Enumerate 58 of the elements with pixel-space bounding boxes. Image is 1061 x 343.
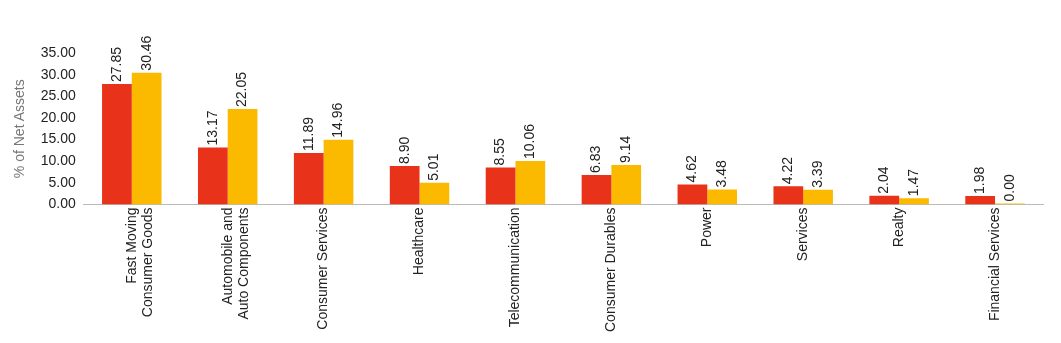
x-tick-label: Services bbox=[794, 207, 811, 262]
y-tick-label: 0.00 bbox=[48, 195, 77, 212]
bar bbox=[131, 72, 162, 205]
bar bbox=[197, 147, 228, 205]
x-tick-label: Consumer Durables bbox=[602, 207, 619, 332]
data-label: 1.47 bbox=[904, 168, 921, 197]
bar bbox=[773, 186, 804, 205]
y-tick-label: 20.00 bbox=[40, 108, 77, 125]
data-label: 3.48 bbox=[713, 159, 730, 188]
y-tick-label: 5.00 bbox=[48, 173, 77, 190]
bar bbox=[869, 195, 900, 205]
data-label: 14.96 bbox=[329, 102, 346, 138]
data-label: 8.55 bbox=[491, 138, 508, 166]
bar bbox=[419, 182, 450, 205]
y-tick-label: 30.00 bbox=[40, 65, 77, 82]
x-tick-label: Automobile and Auto Components bbox=[218, 207, 252, 320]
data-label: 27.85 bbox=[107, 46, 124, 82]
bar bbox=[485, 167, 516, 205]
bar bbox=[389, 165, 420, 205]
x-tick-label: Realty bbox=[889, 207, 906, 248]
data-label: 6.83 bbox=[587, 145, 604, 173]
y-axis-title: % of Net Assets bbox=[11, 79, 28, 179]
data-label: 11.89 bbox=[299, 116, 316, 152]
bar bbox=[899, 198, 929, 205]
data-label: 9.14 bbox=[617, 135, 634, 163]
bar bbox=[707, 189, 738, 205]
bar bbox=[803, 189, 833, 205]
data-label: 0.00 bbox=[1000, 174, 1017, 202]
data-label: 13.17 bbox=[203, 110, 220, 146]
data-label: 8.90 bbox=[395, 136, 412, 164]
bar bbox=[102, 83, 132, 205]
x-tick-label: Telecommunication bbox=[506, 207, 523, 328]
data-label: 5.01 bbox=[425, 153, 442, 181]
data-label: 30.46 bbox=[137, 35, 154, 71]
x-tick-label: Power bbox=[698, 207, 715, 248]
bar bbox=[581, 174, 612, 205]
x-tick-label: Fast Moving Consumer Goods bbox=[122, 207, 156, 318]
y-tick-label: 15.00 bbox=[40, 130, 77, 147]
data-label: 4.62 bbox=[683, 155, 700, 183]
y-tick-label: 25.00 bbox=[40, 87, 77, 104]
data-label: 3.39 bbox=[808, 160, 825, 188]
y-tick-label: 10.00 bbox=[40, 152, 77, 169]
y-tick-label: 35.00 bbox=[40, 43, 77, 60]
x-tick-label: Consumer Services bbox=[314, 207, 331, 330]
data-label: 1.98 bbox=[971, 166, 988, 194]
data-label: 22.05 bbox=[233, 71, 250, 108]
data-label: 2.04 bbox=[875, 166, 892, 194]
x-tick-label: Healthcare bbox=[410, 207, 427, 276]
bar bbox=[323, 139, 354, 205]
data-label: 10.06 bbox=[521, 123, 538, 159]
bar bbox=[677, 184, 708, 205]
bar bbox=[227, 109, 258, 205]
bar bbox=[965, 195, 996, 205]
data-label: 4.22 bbox=[779, 156, 796, 185]
bar bbox=[293, 153, 324, 205]
bar bbox=[611, 164, 642, 205]
x-tick-label: Financial Services bbox=[985, 207, 1002, 322]
bar bbox=[515, 160, 546, 205]
